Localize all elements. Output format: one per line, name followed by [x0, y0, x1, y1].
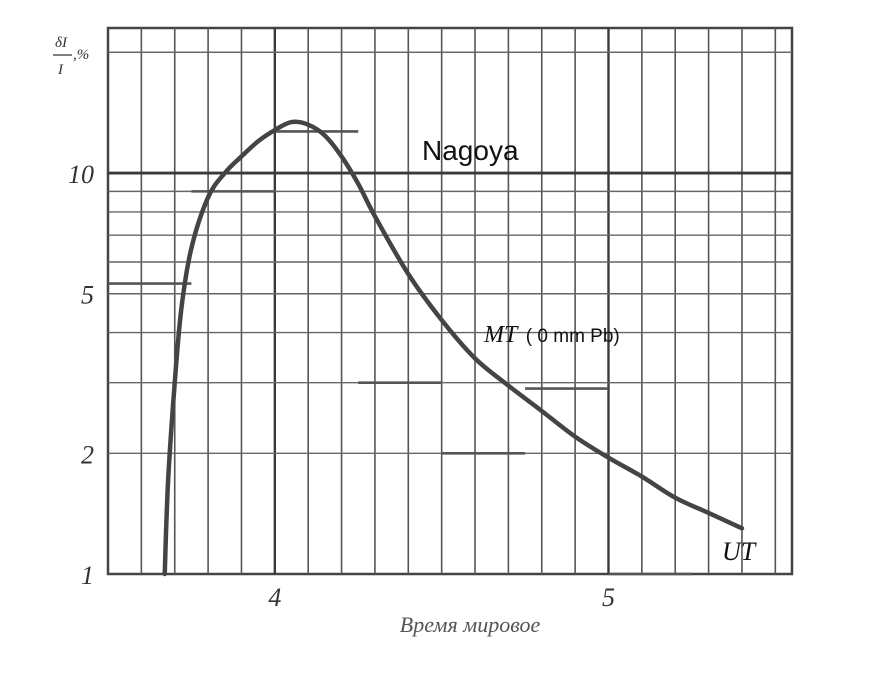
tick-labels: 1 2 5 10 4 5: [68, 160, 615, 612]
y-label-numerator: δI: [55, 35, 68, 51]
series-sublabel: ( 0 mm Pb): [526, 326, 620, 347]
y-label-unit: ,%: [73, 47, 89, 63]
chart-title: Nagoya: [422, 135, 519, 166]
y-label-denominator: I: [57, 62, 64, 78]
x-tick-label: 4: [268, 583, 281, 612]
x-tick-label: 5: [602, 583, 615, 612]
x-axis-label: Время мировое: [400, 612, 541, 637]
series-annotation: MT ( 0 mm Pb): [483, 322, 620, 348]
y-tick-label: 1: [81, 561, 94, 590]
series-label: MT: [483, 322, 519, 348]
series-line: [162, 119, 745, 577]
y-axis-label: δI I ,%: [53, 35, 89, 78]
y-tick-label: 2: [81, 440, 94, 469]
step-segments: [108, 130, 692, 576]
grid: [106, 26, 794, 576]
y-tick-label: 10: [68, 160, 94, 189]
plot-frame: [106, 26, 794, 576]
end-label: UT: [722, 537, 757, 566]
y-tick-label: 5: [81, 281, 94, 310]
